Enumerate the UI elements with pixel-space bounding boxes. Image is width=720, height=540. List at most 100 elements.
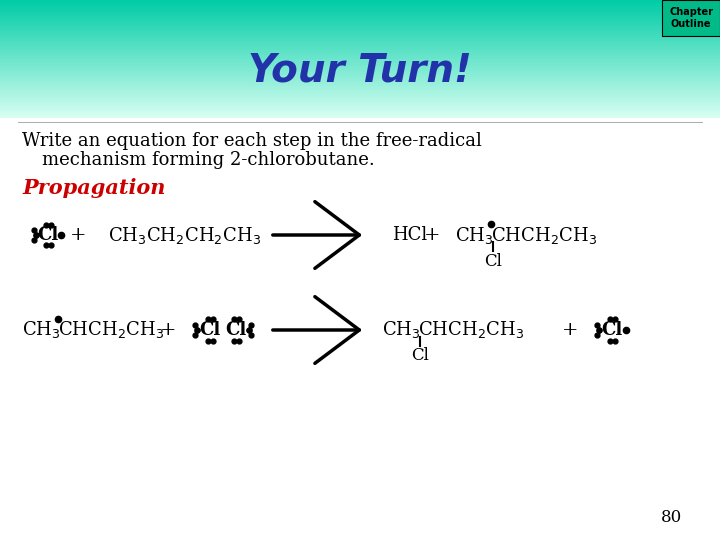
- Text: +: +: [562, 321, 578, 339]
- Bar: [0, 44, 720, 46]
- Bar: [0, 41, 720, 43]
- Bar: [0, 103, 720, 105]
- Text: Cl: Cl: [411, 348, 429, 364]
- Bar: [0, 59, 720, 60]
- Bar: [0, 50, 720, 52]
- Text: CHCH$_2$CH$_3$: CHCH$_2$CH$_3$: [58, 320, 164, 341]
- Bar: [0, 16, 720, 18]
- Bar: [0, 24, 720, 25]
- Bar: [0, 34, 720, 36]
- Text: CH$_3$: CH$_3$: [382, 320, 420, 341]
- Bar: [0, 28, 720, 30]
- Bar: [0, 9, 720, 10]
- Text: Write an equation for each step in the free-radical: Write an equation for each step in the f…: [22, 132, 482, 150]
- Bar: [0, 26, 720, 28]
- Bar: [0, 52, 720, 53]
- Bar: [0, 71, 720, 72]
- Text: +: +: [160, 321, 176, 339]
- Bar: [0, 93, 720, 94]
- Text: HCl: HCl: [392, 226, 427, 244]
- Bar: [0, 25, 720, 26]
- Bar: [0, 81, 720, 83]
- Bar: [0, 43, 720, 44]
- Bar: [0, 78, 720, 79]
- Bar: [0, 0, 720, 2]
- Bar: [0, 89, 720, 90]
- Bar: [0, 55, 720, 56]
- Bar: [0, 85, 720, 87]
- Bar: [0, 97, 720, 99]
- Bar: [0, 65, 720, 66]
- Text: Cl: Cl: [601, 321, 623, 339]
- Bar: [0, 109, 720, 111]
- Text: Propagation: Propagation: [22, 178, 166, 198]
- Bar: [0, 47, 720, 49]
- Bar: [0, 84, 720, 85]
- Bar: [0, 75, 720, 77]
- Text: CH$_3$: CH$_3$: [22, 320, 60, 341]
- Bar: [0, 18, 720, 19]
- Bar: [0, 115, 720, 117]
- Bar: [0, 91, 720, 93]
- Bar: [0, 4, 720, 6]
- Bar: [0, 74, 720, 75]
- Bar: [0, 94, 720, 96]
- Bar: [0, 19, 720, 21]
- Bar: [0, 53, 720, 55]
- Text: Your Turn!: Your Turn!: [248, 51, 472, 89]
- Bar: [0, 46, 720, 47]
- Text: mechanism forming 2-chlorobutane.: mechanism forming 2-chlorobutane.: [42, 151, 374, 169]
- Bar: [0, 83, 720, 84]
- Text: Cl: Cl: [37, 226, 58, 244]
- Bar: [0, 87, 720, 89]
- Bar: [0, 49, 720, 50]
- Text: Cl: Cl: [225, 321, 247, 339]
- Text: CHCH$_2$CH$_3$: CHCH$_2$CH$_3$: [418, 320, 524, 341]
- Bar: [0, 117, 720, 118]
- Bar: [0, 10, 720, 12]
- Bar: [0, 79, 720, 81]
- Bar: [0, 14, 720, 15]
- Bar: [0, 99, 720, 100]
- Bar: [0, 21, 720, 22]
- Bar: [0, 31, 720, 32]
- Text: CHCH$_2$CH$_3$: CHCH$_2$CH$_3$: [491, 225, 597, 246]
- Bar: [0, 2, 720, 3]
- Bar: [0, 113, 720, 115]
- Bar: [0, 3, 720, 4]
- Bar: [0, 63, 720, 65]
- Bar: [0, 22, 720, 24]
- Bar: [0, 111, 720, 112]
- Text: +: +: [424, 226, 440, 244]
- Bar: [0, 77, 720, 78]
- Bar: [0, 6, 720, 8]
- Bar: [0, 8, 720, 9]
- Text: CH$_3$CH$_2$CH$_2$CH$_3$: CH$_3$CH$_2$CH$_2$CH$_3$: [109, 225, 261, 246]
- Bar: [0, 36, 720, 37]
- Bar: [0, 96, 720, 97]
- Text: 80: 80: [662, 510, 683, 526]
- Bar: [0, 37, 720, 38]
- Text: +: +: [70, 226, 86, 244]
- Bar: [0, 68, 720, 69]
- Bar: [0, 66, 720, 68]
- Bar: [0, 105, 720, 106]
- Bar: [0, 90, 720, 91]
- Bar: [0, 56, 720, 58]
- Bar: [0, 32, 720, 34]
- Text: Chapter
Outline: Chapter Outline: [669, 7, 713, 29]
- Text: CH$_3$: CH$_3$: [455, 225, 494, 246]
- Bar: [0, 112, 720, 113]
- Bar: [0, 62, 720, 63]
- Bar: [0, 40, 720, 41]
- Bar: [0, 60, 720, 62]
- Bar: [662, 0, 720, 36]
- Bar: [0, 12, 720, 14]
- Bar: [0, 100, 720, 102]
- Bar: [0, 102, 720, 103]
- Bar: [0, 72, 720, 74]
- Bar: [0, 15, 720, 16]
- Text: Cl: Cl: [199, 321, 220, 339]
- Bar: [0, 106, 720, 107]
- Bar: [0, 69, 720, 71]
